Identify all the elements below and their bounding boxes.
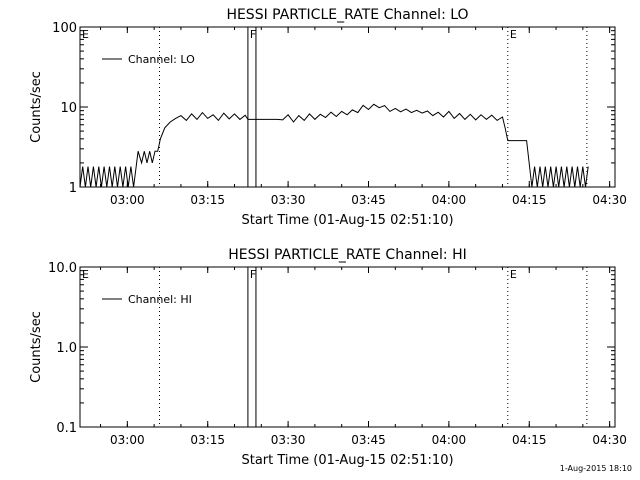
plot-frame [79, 266, 616, 428]
event-marker-label: E [510, 28, 517, 41]
y-tick-label: 1.0 [56, 341, 77, 356]
x-tick-label: 03:15 [190, 193, 225, 207]
event-marker-label: F [250, 268, 256, 281]
x-tick-label: 03:15 [190, 433, 225, 447]
event-marker-label: E [82, 268, 89, 281]
x-tick-label: 04:30 [592, 433, 627, 447]
x-tick-label: 03:00 [110, 433, 145, 447]
x-tick-label: 04:15 [512, 193, 547, 207]
x-axis-label: Start Time (01-Aug-15 02:51:10) [241, 213, 453, 228]
x-tick-label: 04:30 [592, 193, 627, 207]
x-tick-label: 03:45 [351, 193, 386, 207]
x-tick-label: 03:30 [271, 433, 306, 447]
y-axis-label: Counts/sec [29, 71, 44, 143]
legend-label: Channel: HI [128, 293, 192, 306]
chart-title: HESSI PARTICLE_RATE Channel: LO [226, 7, 468, 23]
chart-panel-1: HESSI PARTICLE_RATE Channel: LO 03:00 03:1… [29, 7, 627, 228]
series-line [79, 103, 589, 188]
event-marker-label: F [250, 28, 256, 41]
y-axis-label: Counts/sec [29, 311, 44, 383]
x-tick-label: 03:00 [110, 193, 145, 207]
x-tick-label: 04:00 [432, 433, 467, 447]
x-axis-label: Start Time (01-Aug-15 02:51:10) [241, 453, 453, 468]
chart-title: HESSI PARTICLE_RATE Channel: HI [228, 247, 466, 263]
chart-panel-2: HESSI PARTICLE_RATE Channel: HI 03:00 03:1… [29, 247, 627, 468]
y-tick-label: 10.0 [48, 261, 77, 276]
legend-label: Channel: LO [128, 53, 195, 66]
y-tick-label: 10 [60, 101, 77, 116]
x-tick-label: 03:45 [351, 433, 386, 447]
y-tick-label: 100 [52, 21, 77, 36]
y-tick-label: 1 [69, 181, 77, 196]
x-tick-label: 04:00 [432, 193, 467, 207]
x-tick-label: 04:15 [512, 433, 547, 447]
event-marker-label: E [82, 28, 89, 41]
plot-frame [79, 26, 616, 188]
footer-timestamp: 1-Aug-2015 18:10 [559, 464, 632, 473]
y-tick-label: 0.1 [56, 421, 77, 436]
x-tick-label: 03:30 [271, 193, 306, 207]
event-marker-label: E [510, 268, 517, 281]
